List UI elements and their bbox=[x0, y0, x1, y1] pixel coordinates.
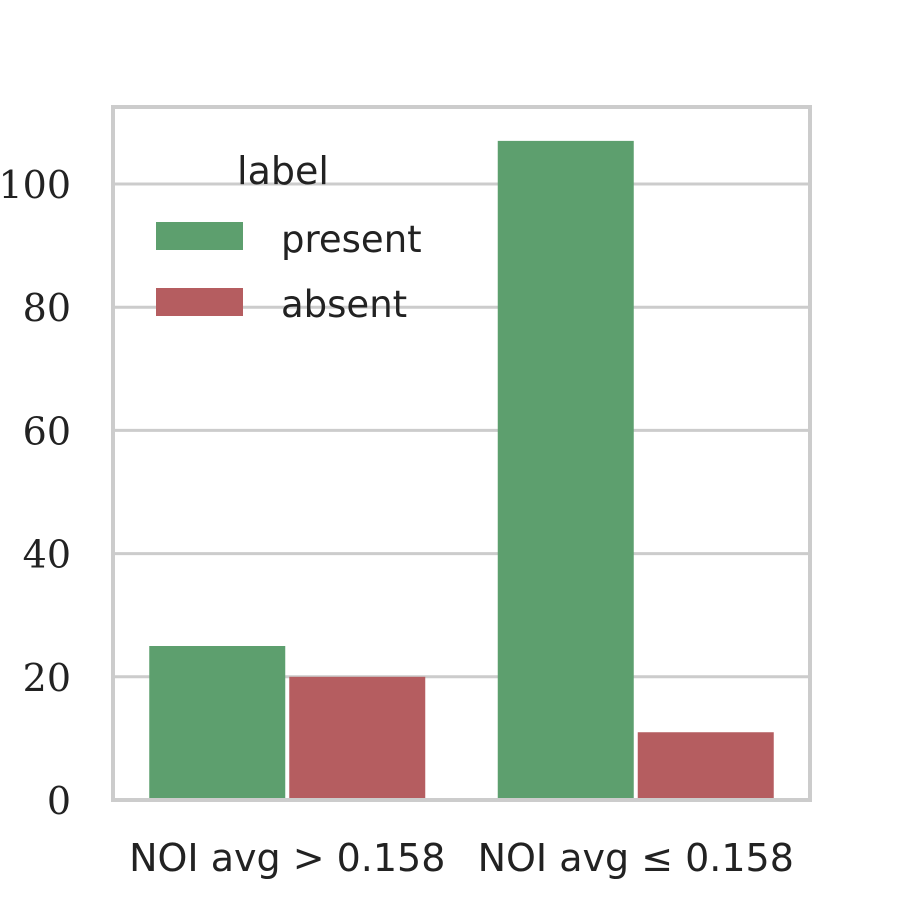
x-tick-labels: NOI avg > 0.158 NOI avg ≤ 0.158 bbox=[129, 836, 794, 880]
legend-label-present: present bbox=[281, 218, 422, 261]
bar-present-1 bbox=[497, 140, 634, 800]
x-tick-label: NOI avg ≤ 0.158 bbox=[478, 836, 794, 880]
bars bbox=[149, 140, 774, 800]
y-tick-label: 20 bbox=[23, 656, 71, 700]
plot-frame bbox=[111, 105, 812, 802]
y-tick-label: 0 bbox=[47, 779, 71, 823]
y-tick-label: 40 bbox=[23, 533, 71, 577]
y-tick-label: 100 bbox=[0, 163, 71, 207]
bar-present-0 bbox=[149, 646, 286, 800]
y-tick-label: 80 bbox=[23, 286, 71, 330]
legend-title: label bbox=[237, 149, 329, 193]
x-tick-label: NOI avg > 0.158 bbox=[129, 836, 445, 880]
legend-swatch-absent bbox=[156, 288, 243, 316]
bar-absent-0 bbox=[289, 676, 426, 800]
legend-swatch-present bbox=[156, 222, 243, 250]
y-tick-labels: 0 20 40 60 80 100 bbox=[0, 163, 71, 823]
legend: label present absent bbox=[156, 149, 422, 326]
bar-absent-1 bbox=[637, 732, 774, 800]
y-tick-label: 60 bbox=[23, 409, 71, 453]
legend-label-absent: absent bbox=[281, 283, 407, 326]
